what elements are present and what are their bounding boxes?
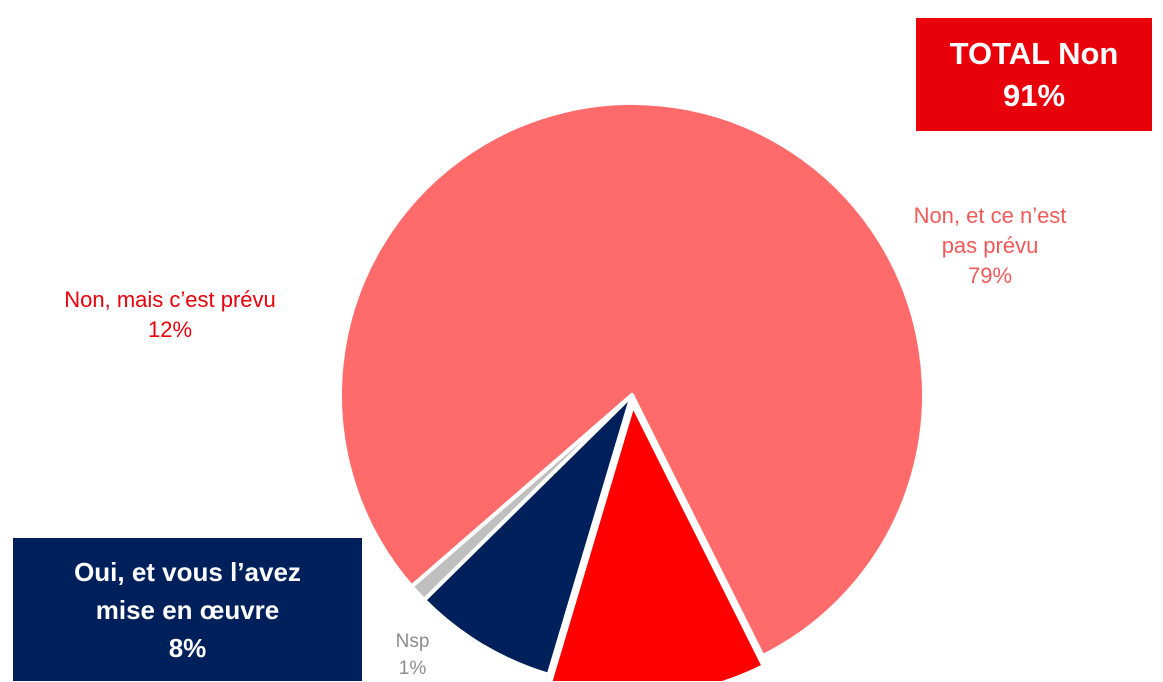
slice-label-nsp-text: Nsp (395, 631, 430, 652)
slice-label-non-mais-prevu: Non, mais c’est prévu 12% (20, 285, 320, 345)
slice-label-nsp: Nsp 1% (380, 628, 445, 682)
slice-label-non-pas-prevu-line1: Non, et ce n’est (913, 203, 1067, 228)
slice-label-oui-line2: mise en œuvre (95, 594, 280, 625)
slice-label-non-pas-prevu-line2: pas prévu (941, 233, 1039, 258)
slice-value-non-pas-prevu: 79% (967, 263, 1013, 288)
total-non-badge: TOTAL Non 91% (916, 18, 1152, 131)
slice-label-oui-badge: Oui, et vous l’avez mise en œuvre 8% (13, 538, 362, 681)
slice-label-oui-line1: Oui, et vous l’avez (74, 556, 301, 587)
slice-value-oui: 8% (168, 632, 207, 663)
pie-slices (338, 101, 926, 681)
pie-slice-non-pas-prevu (338, 101, 926, 659)
pie-slice-oui (422, 393, 634, 677)
slice-value-non-mais-prevu: 12% (147, 317, 193, 342)
total-non-title: TOTAL Non (949, 35, 1119, 71)
slice-value-nsp: 1% (398, 658, 427, 679)
slice-label-non-mais-prevu-line1: Non, mais c’est prévu (64, 287, 276, 312)
total-non-value: 91% (1002, 77, 1066, 113)
slice-label-non-pas-prevu: Non, et ce n’est pas prévu 79% (870, 201, 1110, 291)
pie-slice-non-mais-prevu (548, 402, 766, 681)
pie-slice-nsp (409, 393, 634, 603)
